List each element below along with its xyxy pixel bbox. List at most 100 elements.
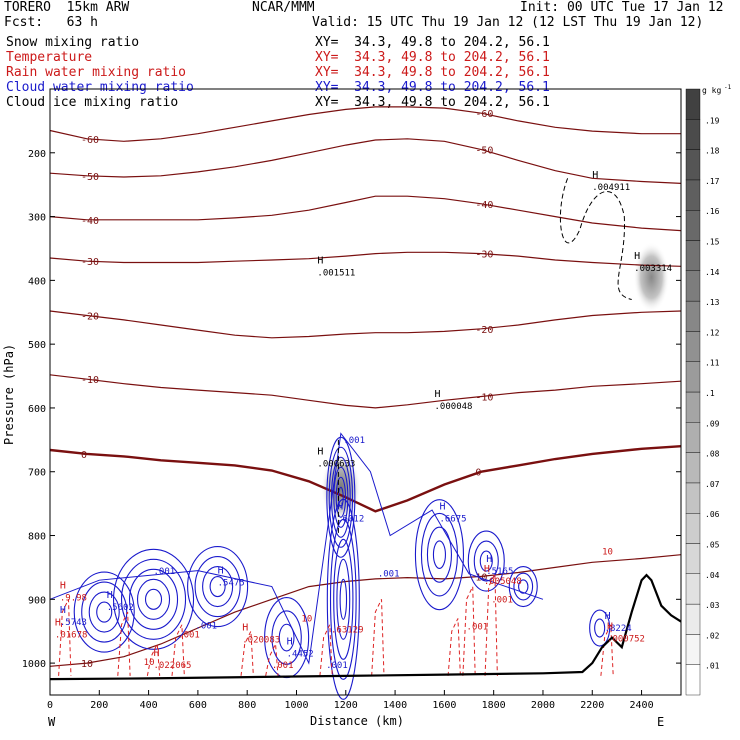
isotherm-label: 10 [81,659,93,670]
rain-contour [171,624,185,676]
cloud-water-contour [194,556,241,618]
cloud-water-contour [209,576,226,598]
extremum-marker: H [60,605,66,616]
field-xy-rain: XY= 34.3, 49.8 to 204.2, 56.1 [315,65,550,80]
cloud-water-contour [518,579,529,594]
ice-shading [633,242,670,313]
colorbar-bin [685,240,701,271]
cloud-water-contours [49,432,611,700]
cloud-water-contour [112,548,195,650]
contour-label: .001 [178,631,200,641]
cloud-water-contour [328,446,354,548]
cloud-water-contour [432,540,446,569]
snow-contour [559,178,632,300]
colorbar-tick-label: .08 [705,450,720,459]
cloud-water-contour [120,558,187,640]
east-label: E [657,715,664,729]
isotherm--50 [49,138,682,184]
isotherm--30 [49,251,682,267]
isotherm-label: -10 [475,392,493,403]
colorbar-bin [685,119,701,150]
y-tick-label: 200 [28,149,46,160]
extremum-marker: H [486,554,492,565]
extremum-marker: H [592,170,598,181]
extremum-value: .5602 [107,603,134,613]
colorbar-bin [685,603,701,635]
field-label-rain: Rain water mixing ratio [6,65,187,80]
isotherm-label: -30 [81,257,99,268]
colorbar-tick-label: .12 [705,328,720,337]
extremum-value: .9.98 [60,594,87,604]
contour-label: .001 [272,661,294,671]
rain-contour [484,573,498,676]
cloud-water-contour [336,558,351,640]
colorbar-tick-label: .06 [705,510,720,519]
field-xy-cloud-water: XY= 34.3, 49.8 to 204.2, 56.1 [315,80,550,95]
cloud-water-contour [339,578,348,620]
colorbar-bin [685,482,701,514]
cloud-water-contour [329,518,357,680]
x-tick-label: 2400 [630,700,654,711]
y-tick-label: 600 [28,404,46,415]
isotherm-label: -30 [475,250,493,261]
extremum-marker: H [287,637,293,648]
extremum-marker: H [242,623,248,634]
cloud-water-contour [467,530,505,592]
field-xy-temperature: XY= 34.3, 49.8 to 204.2, 56.1 [315,50,550,65]
extremum-marker: H [439,501,445,512]
colorbar-tick-label: .17 [705,177,720,186]
cloud-water-contour [81,581,128,643]
colorbar-bin [685,300,701,332]
x-tick-label: 1200 [334,700,358,711]
contour-label: .001 [491,596,513,606]
isotherm-0 [49,445,682,513]
x-tick-label: 1600 [432,700,456,711]
contour-label: 10 [144,658,155,668]
colorbar-unit-exponent: -1 [724,84,732,91]
cloud-water-contour [187,546,249,628]
colorbar-bin [685,209,701,241]
field-xy-cloud-ice: XY= 34.3, 49.8 to 204.2, 56.1 [315,95,550,110]
colorbar-tick-label: .1 [705,389,715,398]
colorbar-tick-label: .16 [705,207,720,216]
rain-contour [117,611,131,676]
extremum-value: .5165 [486,567,513,577]
colorbar-tick-label: .01 [705,662,720,671]
cloud-water-outline [49,432,544,665]
colorbar-bin [685,391,701,423]
extremum-value: .5475 [218,578,245,588]
colorbar-bin [685,422,701,453]
isotherm-label: 0 [81,450,87,461]
extremum-value: .000752 [607,634,645,644]
extremum-value: .01678 [55,631,88,641]
rain-contour [600,624,614,676]
extremum-value: .000633 [317,460,355,470]
extremum-marker: H [60,581,66,592]
extremum-value: .4452 [287,650,314,660]
isotherm-label: -40 [475,200,493,211]
field-label-temperature: Temperature [6,50,93,65]
colorbar-tick-label: .19 [705,116,720,125]
cloud-water-contour [333,538,354,660]
extremum-value: .005048 [484,577,522,587]
cloud-water-contour [271,610,302,665]
isotherm-label: -40 [81,216,99,227]
cloud-water-contour [202,566,234,608]
colorbar-tick-label: .07 [705,480,720,489]
x-tick-label: 400 [140,700,158,711]
colorbar-bin [685,634,701,665]
rain-contour [265,642,279,676]
extremum-marker: H [154,648,160,659]
x-tick-label: 1400 [383,700,407,711]
snow-contours [337,178,632,536]
field-xy-snow: XY= 34.3, 49.8 to 204.2, 56.1 [315,35,550,50]
contour-label: 10 [602,548,613,558]
extremum-value: .003314 [634,264,672,274]
center-label: NCAR/MMM [252,0,315,15]
x-tick-label: 800 [238,700,256,711]
isotherm-label: -50 [475,146,493,157]
contour-label: .001 [378,569,400,579]
extremum-value: .004911 [592,183,630,193]
isotherm--10 [49,374,682,409]
colorbar-tick-label: .09 [705,419,720,428]
